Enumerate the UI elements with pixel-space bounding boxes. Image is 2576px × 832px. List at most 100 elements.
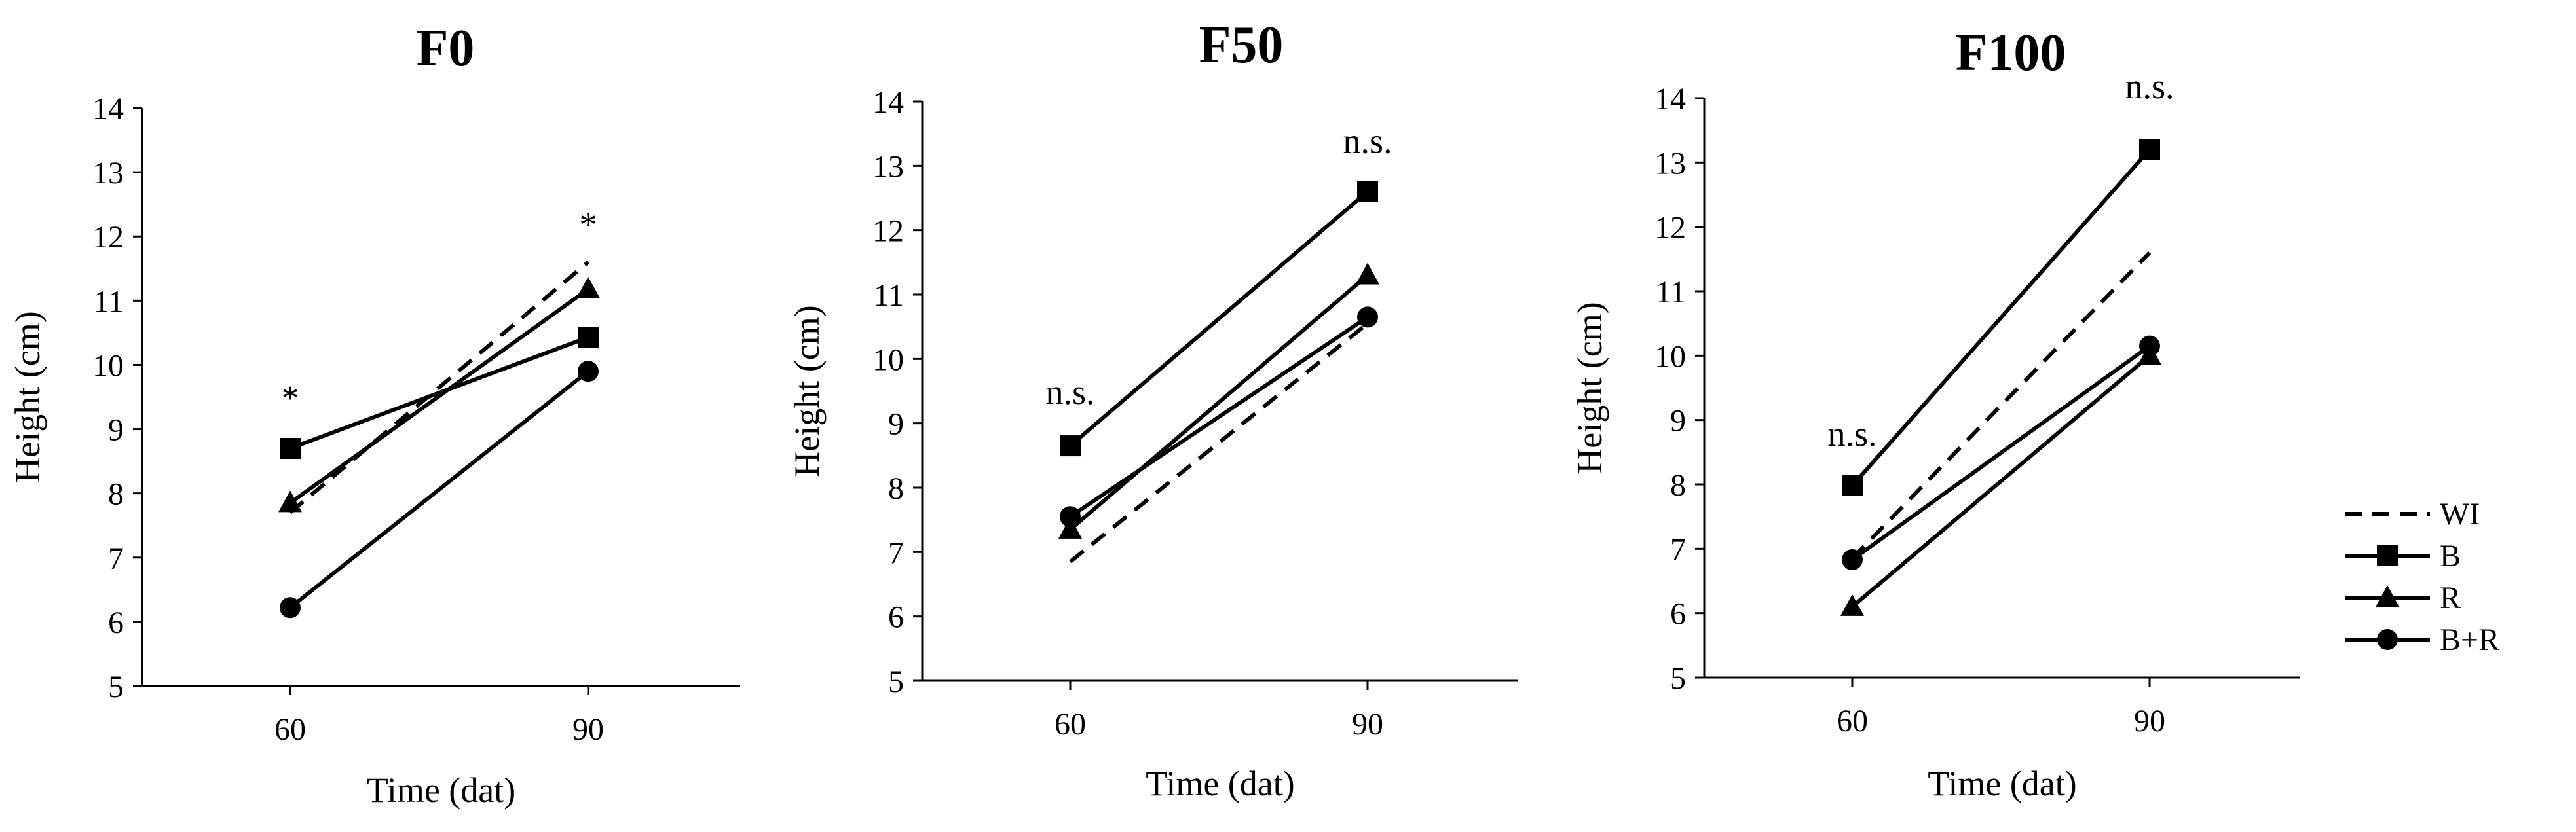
legend-item-r: R <box>2345 581 2461 615</box>
y-tick-label: 5 <box>888 664 904 699</box>
legend-marker <box>2377 629 2398 650</box>
y-axis-label: Height (cm) <box>8 311 47 482</box>
chart-panel-f0: F0 5 6 7 8 9 10 11 12 13 14 60 90 Time (dat) Height (c… <box>8 20 740 810</box>
series-line <box>1069 321 1369 564</box>
chart-title: F100 <box>1956 24 2066 82</box>
series-r <box>1058 262 1379 539</box>
series-line <box>289 369 589 609</box>
y-axis-label: Height (cm) <box>1570 302 1609 473</box>
series-line <box>1850 251 2152 560</box>
series-b-plus-r <box>280 361 599 619</box>
x-tick-label: 90 <box>1352 707 1383 742</box>
series-line <box>1851 344 2151 562</box>
data-point-marker <box>1356 262 1379 285</box>
series-line <box>289 335 589 450</box>
legend-marker <box>2376 585 2399 607</box>
significance-annotation: n.s. <box>1343 122 1392 161</box>
y-tick-label: 5 <box>1670 661 1686 696</box>
data-point-marker <box>1060 506 1081 528</box>
series-line <box>289 261 589 515</box>
x-tick-label: 60 <box>1837 704 1868 738</box>
y-tick-label: 14 <box>1654 82 1686 117</box>
x-axis-label: Time (dat) <box>1928 764 2077 803</box>
series-wi <box>1850 251 2152 560</box>
legend-label: R <box>2440 581 2461 615</box>
y-tick-label: 10 <box>1654 339 1686 374</box>
y-tick-label: 10 <box>872 342 904 377</box>
data-point-marker <box>2139 139 2160 160</box>
y-tick-label: 12 <box>872 214 904 249</box>
y-tick-label: 8 <box>888 471 904 506</box>
data-point-marker <box>280 437 301 459</box>
y-tick-label: 11 <box>94 284 124 319</box>
significance-annotation: n.s. <box>1827 414 1876 454</box>
y-tick-label: 9 <box>108 413 124 448</box>
series-b <box>280 327 599 459</box>
x-tick-label: 90 <box>572 712 604 747</box>
x-tick-label: 90 <box>2134 704 2165 738</box>
series-line <box>1851 354 2151 609</box>
series-line <box>1850 148 2152 487</box>
series-line <box>1069 315 1369 518</box>
series-b-plus-r <box>1842 335 2160 571</box>
data-point-marker <box>2139 335 2160 357</box>
series-wi <box>1069 321 1369 564</box>
chart-title: F0 <box>417 20 475 77</box>
data-point-marker <box>1842 549 1863 571</box>
y-tick-label: 8 <box>1670 468 1686 503</box>
y-tick-label: 5 <box>108 670 124 704</box>
x-axis-label: Time (dat) <box>1146 764 1295 803</box>
y-tick-label: 11 <box>874 278 904 313</box>
data-point-marker <box>1060 435 1081 457</box>
data-point-marker <box>1058 516 1082 539</box>
series-r <box>278 276 600 513</box>
legend-item-b-plus-r: B+R <box>2345 623 2499 657</box>
y-tick-label: 8 <box>108 477 124 512</box>
y-tick-label: 12 <box>1654 211 1686 245</box>
y-tick-label: 7 <box>888 535 904 570</box>
significance-annotation: * <box>580 205 597 244</box>
data-point-marker <box>1357 306 1378 328</box>
y-tick-label: 7 <box>108 541 124 576</box>
data-point-marker <box>280 597 301 619</box>
x-axis-label: Time (dat) <box>367 770 516 810</box>
legend-item-wi: WI <box>2345 497 2480 532</box>
y-tick-label: 9 <box>888 407 904 442</box>
significance-annotation: n.s. <box>2125 67 2174 106</box>
data-point-marker <box>578 327 599 348</box>
y-tick-label: 10 <box>92 348 124 383</box>
data-point-marker <box>578 361 599 382</box>
legend-marker <box>2377 545 2398 566</box>
series-line <box>1069 274 1369 532</box>
series-wi <box>289 261 589 515</box>
series-line <box>289 287 589 505</box>
data-point-marker <box>278 490 302 513</box>
y-tick-label: 13 <box>872 149 904 184</box>
x-tick-label: 60 <box>1055 707 1086 742</box>
chart-title: F50 <box>1199 16 1284 74</box>
series-r <box>1840 343 2161 616</box>
chart-panel-f50: F50 5 6 7 8 9 10 11 12 13 14 60 90 Time (dat) Height (… <box>787 16 1518 803</box>
y-tick-label: 14 <box>872 85 904 120</box>
data-point-marker <box>1840 594 1864 616</box>
legend: WI BR B+R <box>2345 497 2499 657</box>
y-tick-label: 9 <box>1670 404 1686 439</box>
legend-label: B <box>2440 539 2461 573</box>
y-tick-label: 12 <box>92 220 124 255</box>
significance-annotation: * <box>282 378 299 418</box>
chart-panel-f100: F100 5 6 7 8 9 10 11 12 13 14 60 90 Time (dat) Height … <box>1570 24 2300 803</box>
legend-label: B+R <box>2440 623 2499 657</box>
y-tick-label: 6 <box>108 606 124 640</box>
series-b <box>1060 181 1378 457</box>
y-tick-label: 13 <box>92 156 124 190</box>
significance-annotation: n.s. <box>1045 372 1094 412</box>
data-point-marker <box>1357 181 1378 202</box>
series-line <box>1069 190 1369 448</box>
y-axis-label: Height (cm) <box>787 305 827 477</box>
y-tick-label: 7 <box>1670 532 1686 567</box>
y-tick-label: 13 <box>1654 146 1686 181</box>
y-tick-label: 11 <box>1656 275 1686 310</box>
data-point-marker <box>1842 475 1863 496</box>
y-tick-label: 6 <box>1670 597 1686 632</box>
